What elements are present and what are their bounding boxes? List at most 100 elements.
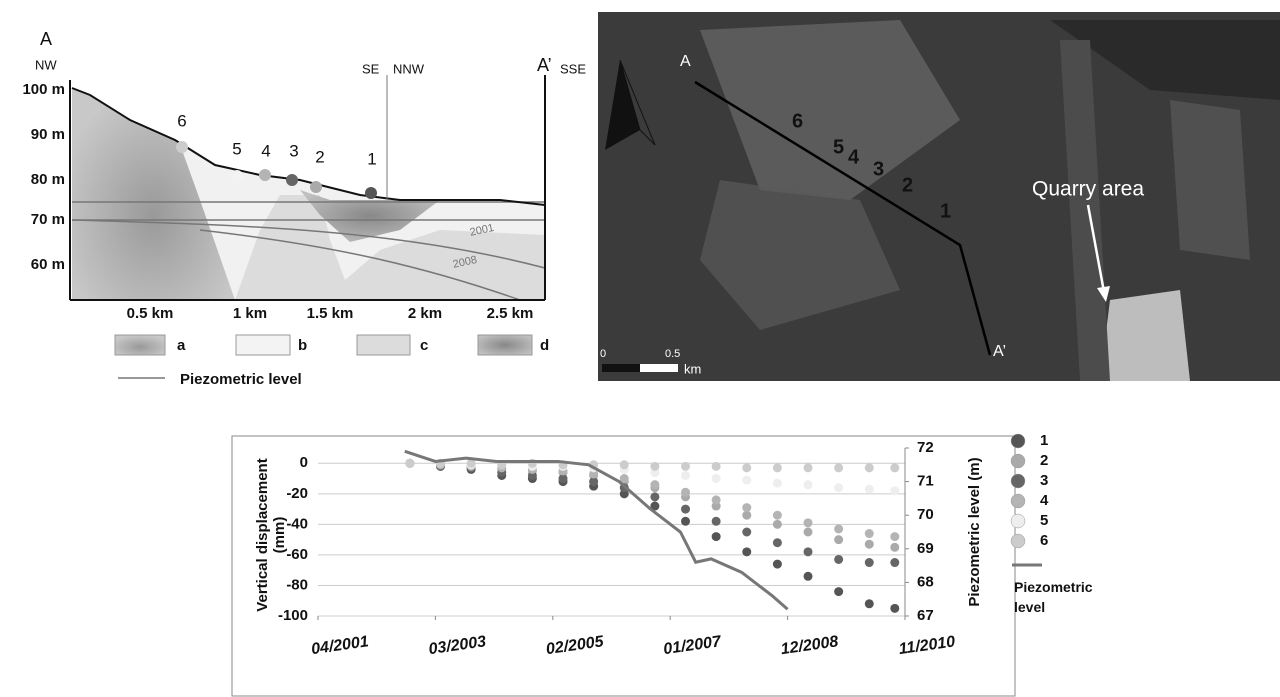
legend-marker xyxy=(1011,474,1025,488)
depth-label: 70 m xyxy=(31,211,65,228)
data-point xyxy=(890,604,899,613)
legend-swatch xyxy=(478,335,532,355)
distance-label: 1.5 km xyxy=(307,305,354,322)
legend-label: Piezometric level xyxy=(180,371,302,388)
point-label: 4 xyxy=(261,141,270,160)
data-point xyxy=(742,463,751,472)
data-point xyxy=(650,492,659,501)
data-point xyxy=(890,486,899,495)
scale-label: 0.5 xyxy=(665,348,680,360)
data-point xyxy=(890,532,899,541)
legend-label: 5 xyxy=(1040,512,1048,529)
data-point xyxy=(650,480,659,489)
data-point xyxy=(890,558,899,567)
figure: A NW SE NNW A’ SSE 100 m 90 m 80 m 70 m … xyxy=(0,0,1280,697)
legend-label: 4 xyxy=(1040,492,1049,509)
legend-swatch xyxy=(236,335,290,355)
data-point xyxy=(773,560,782,569)
data-point xyxy=(804,528,813,537)
depth-label: 100 m xyxy=(22,81,65,98)
point xyxy=(310,181,322,193)
data-point xyxy=(712,495,721,504)
legend-marker xyxy=(1011,534,1025,548)
data-point xyxy=(620,460,629,469)
point-label: 1 xyxy=(367,149,376,168)
point-label: 5 xyxy=(232,139,241,158)
scale-bar xyxy=(602,364,640,372)
data-point xyxy=(804,547,813,556)
point-label: 6 xyxy=(177,111,186,130)
data-point xyxy=(804,572,813,581)
point-label: 3 xyxy=(289,141,298,160)
y-tick-label: -20 xyxy=(286,485,308,502)
map-point: 6 xyxy=(792,110,803,132)
data-point xyxy=(712,532,721,541)
direction: NNW xyxy=(393,61,425,76)
direction: SE xyxy=(362,61,380,76)
data-point xyxy=(742,547,751,556)
distance-label: 0.5 km xyxy=(127,305,174,322)
data-point xyxy=(405,459,414,468)
data-point xyxy=(773,511,782,520)
legend-label: 1 xyxy=(1040,432,1048,449)
scale-label: 0 xyxy=(600,348,606,360)
distance-label: 2 km xyxy=(408,305,442,322)
map-point: 1 xyxy=(940,200,951,222)
y2-tick-label: 71 xyxy=(917,473,934,490)
direction: SSE xyxy=(560,61,586,76)
field xyxy=(1170,100,1250,260)
legend-label: 3 xyxy=(1040,472,1048,489)
legend-marker xyxy=(1011,514,1025,528)
data-point xyxy=(865,529,874,538)
y-tick-label: -40 xyxy=(286,515,308,532)
data-point xyxy=(681,462,690,471)
data-point xyxy=(773,463,782,472)
legend-marker xyxy=(1011,454,1025,468)
data-point xyxy=(804,518,813,527)
data-point xyxy=(834,524,843,533)
data-point xyxy=(834,535,843,544)
direction: NW xyxy=(35,57,57,72)
y2-tick-label: 69 xyxy=(917,540,934,557)
legend-label: Piezometric level xyxy=(1014,577,1109,617)
depth-label: 90 m xyxy=(31,126,65,143)
data-point xyxy=(712,517,721,526)
x-tick-label: 12/2008 xyxy=(780,633,840,658)
section-label: A’ xyxy=(537,55,552,75)
data-point xyxy=(865,540,874,549)
legend-label: b xyxy=(298,337,307,354)
data-point xyxy=(742,476,751,485)
x-tick-label: 11/2010 xyxy=(898,633,957,658)
data-point xyxy=(890,543,899,552)
map-point: 4 xyxy=(848,146,860,168)
data-point xyxy=(804,463,813,472)
map-point: 3 xyxy=(873,158,884,180)
point xyxy=(259,169,271,181)
legend-label: d xyxy=(540,337,549,354)
data-point xyxy=(742,503,751,512)
map-label: A xyxy=(680,53,691,70)
point xyxy=(365,187,377,199)
data-point xyxy=(865,485,874,494)
data-point xyxy=(773,520,782,529)
point-label: 2 xyxy=(315,147,324,166)
legend-marker xyxy=(1011,434,1025,448)
legend-swatch xyxy=(115,335,165,355)
data-point xyxy=(865,558,874,567)
map-label: A’ xyxy=(993,343,1006,360)
data-point xyxy=(834,483,843,492)
y-axis-title: Vertical displacement (mm) xyxy=(254,450,288,620)
legend-swatch xyxy=(357,335,410,355)
data-point xyxy=(865,463,874,472)
data-point xyxy=(865,599,874,608)
data-point xyxy=(804,480,813,489)
point xyxy=(286,174,298,186)
y2-tick-label: 72 xyxy=(917,439,934,456)
distance-label: 2.5 km xyxy=(487,305,534,322)
scale-bar xyxy=(640,364,678,372)
y2-tick-label: 67 xyxy=(917,607,934,624)
y2-axis-title: Piezometric level (m) xyxy=(966,457,983,606)
y-tick-label: 0 xyxy=(300,454,308,471)
data-point xyxy=(650,462,659,471)
